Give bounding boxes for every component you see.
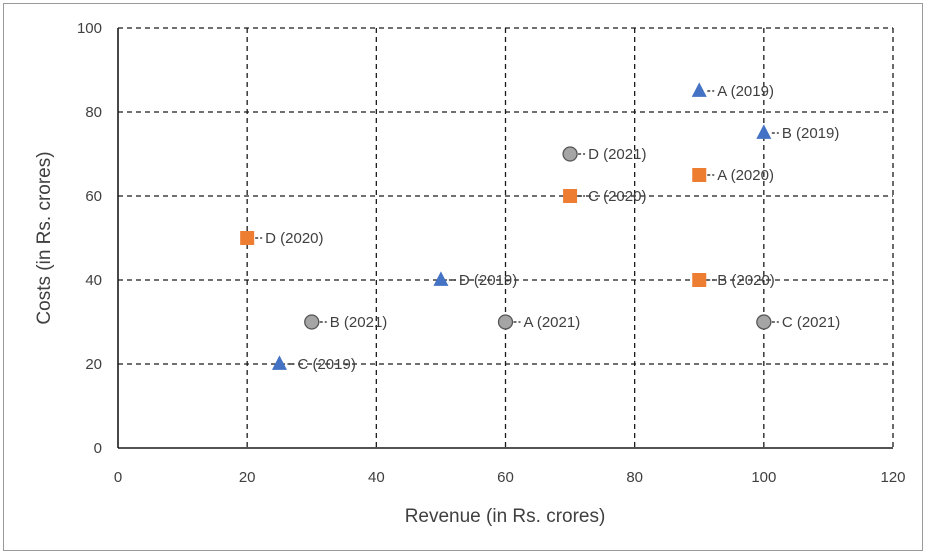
- point-label: A (2019): [717, 83, 774, 100]
- point-a-2019: A (2019): [691, 82, 774, 100]
- y-tick-label-60: 60: [85, 188, 102, 205]
- point-d-2019: D (2019): [433, 271, 517, 289]
- y-axis-title: Costs (in Rs. crores): [34, 151, 55, 324]
- point-label: D (2020): [265, 230, 323, 247]
- chart-frame: [3, 3, 923, 551]
- square-marker: [692, 273, 707, 287]
- x-tick-label-60: 60: [497, 469, 514, 486]
- point-label: D (2019): [459, 272, 517, 289]
- point-label: D (2021): [588, 146, 646, 163]
- point-label: C (2021): [782, 314, 840, 331]
- point-b-2020: B (2020): [692, 272, 775, 289]
- square-marker: [692, 168, 707, 182]
- y-tick-label-20: 20: [85, 356, 102, 373]
- square-marker: [240, 231, 255, 245]
- point-label: B (2019): [782, 125, 840, 142]
- x-tick-label-40: 40: [368, 469, 385, 486]
- triangle-marker: [433, 271, 449, 286]
- y-tick-labels: 0 20 40 60 80 100: [77, 20, 102, 457]
- point-c-2020: C (2020): [563, 188, 646, 205]
- x-tick-label-100: 100: [751, 469, 776, 486]
- point-c-2019: C (2019): [271, 355, 356, 373]
- data-points: A (2019) B (2019) C (2019) D (2019) A (2020)…: [240, 82, 840, 373]
- x-tick-label-80: 80: [626, 469, 643, 486]
- point-label: C (2019): [297, 356, 355, 373]
- x-tick-label-20: 20: [239, 469, 256, 486]
- x-axis-title: Revenue (in Rs. crores): [405, 506, 606, 527]
- circle-marker: [756, 314, 772, 330]
- triangle-marker: [691, 82, 707, 97]
- y-tick-label-80: 80: [85, 104, 102, 121]
- point-label: A (2021): [524, 314, 581, 331]
- axes: [117, 28, 893, 449]
- point-d-2021: D (2021): [562, 146, 646, 163]
- y-tick-label-100: 100: [77, 20, 102, 37]
- point-c-2021: C (2021): [756, 314, 840, 331]
- triangle-marker: [271, 355, 287, 370]
- x-tick-label-0: 0: [114, 469, 122, 486]
- circle-marker: [497, 314, 514, 330]
- y-tick-label-40: 40: [85, 272, 102, 289]
- point-label: B (2020): [717, 272, 775, 289]
- point-label: B (2021): [330, 314, 388, 331]
- point-label: A (2020): [717, 167, 774, 184]
- x-tick-labels: 0 20 40 60 80 100 120: [114, 469, 906, 486]
- x-tick-label-120: 120: [880, 469, 905, 486]
- point-label: C (2020): [588, 188, 646, 205]
- point-a-2021: A (2021): [497, 314, 581, 331]
- circle-marker: [562, 146, 578, 162]
- point-b-2019: B (2019): [756, 124, 839, 142]
- point-b-2021: B (2021): [304, 314, 388, 331]
- point-a-2020: A (2020): [692, 167, 774, 184]
- square-marker: [563, 189, 578, 203]
- point-d-2020: D (2020): [240, 230, 324, 247]
- grid-lines: [118, 27, 894, 448]
- circle-marker: [304, 314, 320, 330]
- y-tick-label-0: 0: [94, 440, 102, 457]
- triangle-marker: [756, 124, 772, 139]
